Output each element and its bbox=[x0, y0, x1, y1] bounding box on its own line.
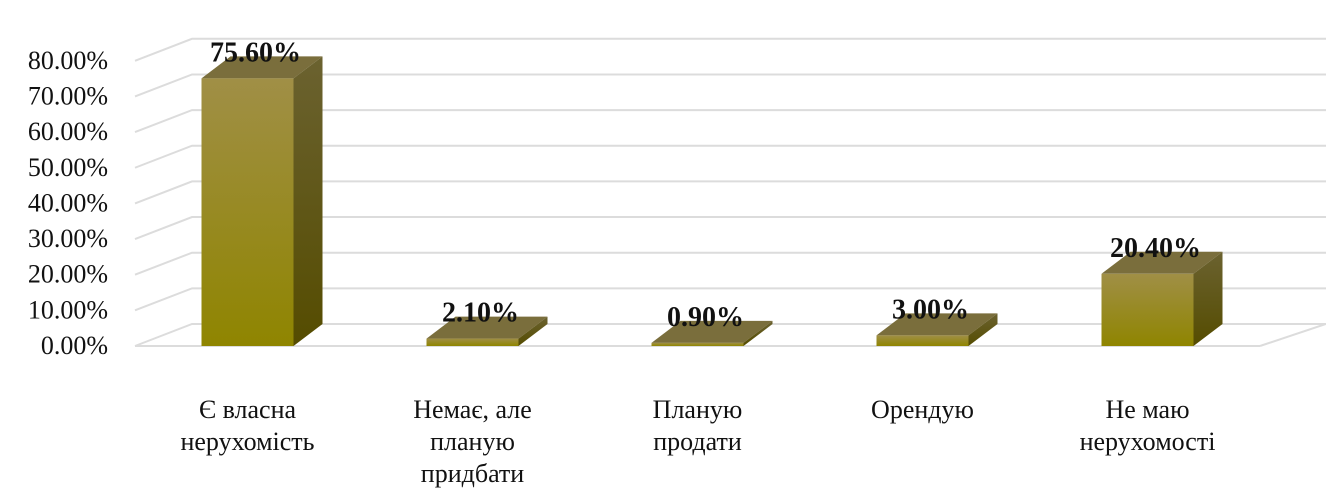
bar-top-face bbox=[876, 313, 998, 336]
data-label: 20.40% bbox=[1110, 233, 1201, 264]
gridline bbox=[134, 109, 1326, 134]
x-axis-category-labels: Є власна нерухомість Немає, але планую придб… bbox=[180, 395, 1215, 488]
x-category-label: Орендую bbox=[871, 395, 974, 424]
data-labels: 75.60% 2.10% 0.90% 3.00% 20.40% bbox=[210, 37, 1201, 332]
bar bbox=[426, 316, 548, 346]
gridline bbox=[134, 73, 1326, 98]
bar-top-face bbox=[651, 320, 773, 343]
bar-side-face bbox=[518, 316, 548, 346]
gridline bbox=[134, 287, 1326, 312]
bar bbox=[201, 56, 323, 346]
x-category-label: Планую продати bbox=[653, 395, 743, 456]
y-tick-label: 70.00% bbox=[28, 81, 108, 110]
data-label: 2.10% bbox=[442, 298, 519, 329]
y-tick-label: 60.00% bbox=[28, 117, 108, 146]
y-tick-label: 40.00% bbox=[28, 188, 108, 217]
gridline bbox=[134, 180, 1326, 205]
bar-top-face bbox=[201, 56, 323, 79]
data-label: 0.90% bbox=[667, 302, 744, 333]
gridline bbox=[134, 251, 1326, 276]
y-tick-label: 80.00% bbox=[28, 46, 108, 75]
y-tick-label: 20.00% bbox=[28, 260, 108, 289]
x-category-label: Немає, але планую придбати bbox=[413, 395, 532, 488]
bar-front-face bbox=[1101, 273, 1194, 346]
floor-edge bbox=[1259, 323, 1326, 347]
y-tick-label: 0.00% bbox=[41, 331, 108, 360]
x-category-label: Є власна нерухомість bbox=[180, 395, 314, 456]
y-tick-label: 10.00% bbox=[28, 295, 108, 324]
bar-top-face bbox=[426, 316, 548, 339]
bar-front-face bbox=[201, 78, 294, 346]
bar bbox=[651, 320, 773, 346]
bars bbox=[201, 56, 1223, 346]
gridline bbox=[134, 216, 1326, 240]
bar-top-face bbox=[1101, 251, 1223, 274]
bar-side-face bbox=[1193, 251, 1223, 346]
data-label: 3.00% bbox=[892, 294, 969, 325]
bar bbox=[1101, 251, 1223, 346]
x-category-label: Не маю нерухомості bbox=[1080, 395, 1216, 456]
bar bbox=[876, 313, 998, 346]
gridline bbox=[134, 37, 1326, 62]
y-tick-label: 50.00% bbox=[28, 153, 108, 182]
bar-front-face bbox=[651, 342, 744, 346]
gridlines bbox=[134, 37, 1326, 347]
y-tick-label: 30.00% bbox=[28, 224, 108, 253]
y-axis-tick-labels: 0.00% 10.00% 20.00% 30.00% 40.00% 50.00% 60.00… bbox=[28, 46, 108, 360]
data-label: 75.60% bbox=[210, 37, 301, 68]
bar-side-face bbox=[743, 320, 773, 346]
bar-side-face bbox=[968, 313, 998, 346]
bar-side-face bbox=[293, 56, 323, 346]
bar-front-face bbox=[876, 335, 969, 346]
bar-front-face bbox=[426, 338, 519, 346]
gridline bbox=[134, 144, 1326, 169]
